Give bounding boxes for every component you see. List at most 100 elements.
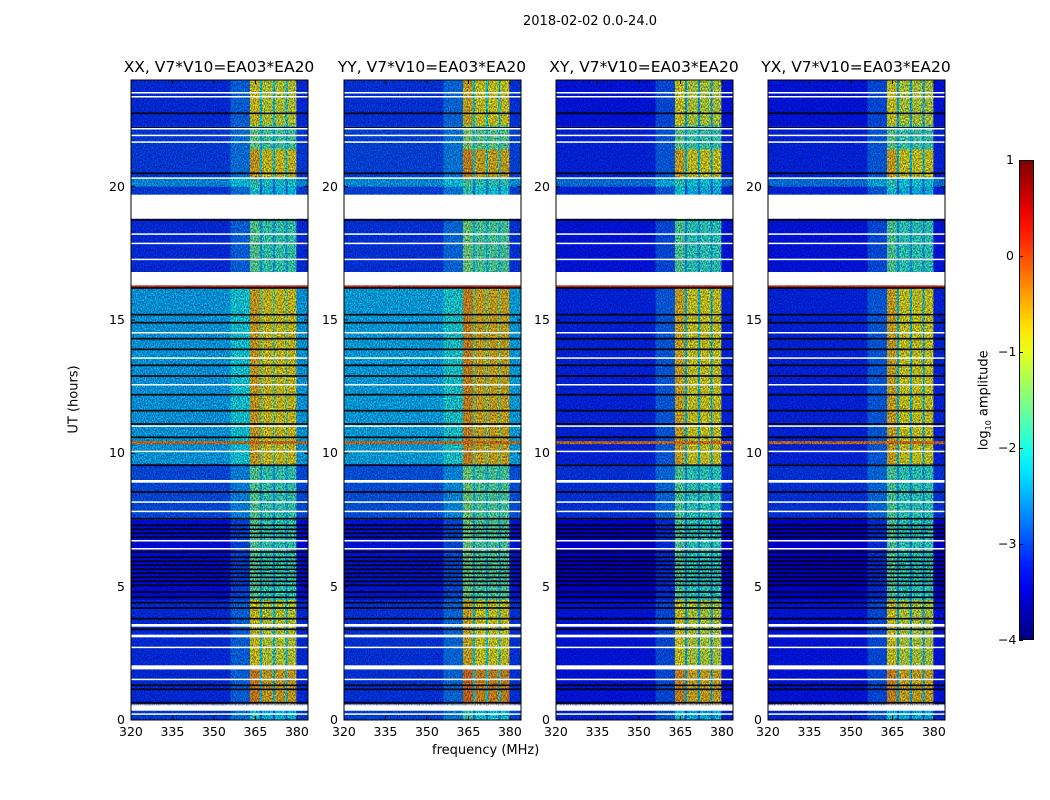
dropout-line [768, 617, 945, 620]
flagged-row [556, 128, 733, 130]
flagged-row [556, 357, 733, 359]
dropout-line [131, 617, 308, 620]
dropout-line [344, 607, 521, 609]
dropout-line [344, 580, 521, 583]
x-tick-label: 350 [201, 724, 226, 739]
dropout-line [768, 409, 945, 412]
flagged-row [556, 548, 733, 550]
dropout-line [768, 564, 945, 567]
flagged-row [131, 141, 308, 143]
colorbar-label: log10 amplitude [977, 350, 994, 450]
flagged-row [344, 233, 521, 235]
dropout-line [131, 564, 308, 567]
dropout-line [344, 219, 521, 221]
flagged-row [131, 233, 308, 235]
dropout-line [344, 684, 521, 687]
y-axis-label: UT (hours) [66, 365, 82, 434]
noise-texture [344, 80, 521, 720]
flagged-row [556, 678, 733, 681]
dropout-line [131, 684, 308, 687]
dropout-line [344, 568, 521, 571]
y-tick-label: 5 [117, 578, 125, 594]
flagged-row [131, 540, 308, 542]
dropout-line [556, 219, 733, 221]
dropout-line [556, 551, 733, 553]
y-tick-label: 0 [542, 712, 550, 727]
dropout-line [556, 701, 733, 704]
y-tick-label: 5 [330, 578, 338, 594]
dropout-line [768, 313, 945, 316]
x-tick-label: 380 [284, 724, 309, 739]
x-tick-label: 320 [756, 724, 780, 739]
dropout-line [768, 532, 945, 535]
colorbar-tick-label: 1 [1006, 152, 1014, 167]
panel-title-yy: YY, V7*V10=EA03*EA20 [337, 58, 527, 76]
flagged-row [768, 480, 945, 483]
flagged-row [131, 501, 308, 503]
flagged-row [556, 92, 733, 94]
dropout-line [556, 572, 733, 575]
flagged-row [768, 96, 945, 98]
y-tick-label: 20 [109, 178, 125, 194]
flagged-row [344, 705, 521, 711]
flagged-row [344, 128, 521, 130]
flagged-row [556, 510, 733, 513]
flagged-row [556, 713, 733, 715]
dropout-line [556, 409, 733, 412]
flagged-row [131, 177, 308, 179]
flagged-row [344, 92, 521, 94]
flagged-row [344, 678, 521, 681]
x-tick-label: 335 [160, 724, 185, 739]
dropout-line [556, 524, 733, 527]
colorbar-tick-mark [1019, 352, 1023, 353]
y-tick-label: 0 [330, 712, 338, 727]
flagged-row [131, 357, 308, 359]
flagged-row [768, 510, 945, 513]
dropout-line [768, 436, 945, 439]
dropout-line [768, 364, 945, 367]
dropout-line [556, 576, 733, 579]
dropout-line [556, 607, 733, 609]
flagged-row [344, 258, 521, 261]
dropout-line [556, 617, 733, 620]
colorbar-tick-mark [1019, 160, 1023, 161]
flagged-row [131, 705, 308, 711]
plot-frame [343, 79, 522, 721]
flagged-row [344, 634, 521, 638]
x-tick-label: 335 [797, 724, 822, 739]
heatmap-svg [130, 79, 309, 721]
colorbar-label-main: log [976, 430, 992, 451]
dropout-line [768, 584, 945, 587]
flagged-row [556, 665, 733, 670]
dropout-line [768, 572, 945, 575]
dropout-line [556, 112, 733, 115]
dropout-line [131, 584, 308, 587]
dropout-line [556, 628, 733, 631]
dropout-line [556, 601, 733, 604]
flagged-row [131, 128, 308, 130]
dropout-line [131, 551, 308, 553]
flagged-row [768, 128, 945, 130]
dropout-line [556, 375, 733, 377]
flagged-row [344, 96, 521, 98]
heatmap-svg [767, 79, 946, 721]
dropout-line [344, 491, 521, 493]
dropout-line [768, 560, 945, 563]
y-tick-label: 15 [746, 312, 762, 327]
dropout-line [131, 464, 308, 467]
dropout-line [131, 409, 308, 412]
dropout-line [131, 701, 308, 704]
flagged-row [131, 548, 308, 550]
flagged-row [768, 177, 945, 179]
dropout-line [768, 551, 945, 553]
dropout-line [556, 313, 733, 316]
dropout-line [556, 591, 733, 593]
dropout-line [556, 564, 733, 567]
flagged-row [556, 332, 733, 334]
dropout-line [131, 596, 308, 599]
x-tick-label: 380 [921, 724, 946, 739]
flagged-row [768, 705, 945, 711]
flagged-row [556, 425, 733, 427]
dropout-line [344, 524, 521, 527]
